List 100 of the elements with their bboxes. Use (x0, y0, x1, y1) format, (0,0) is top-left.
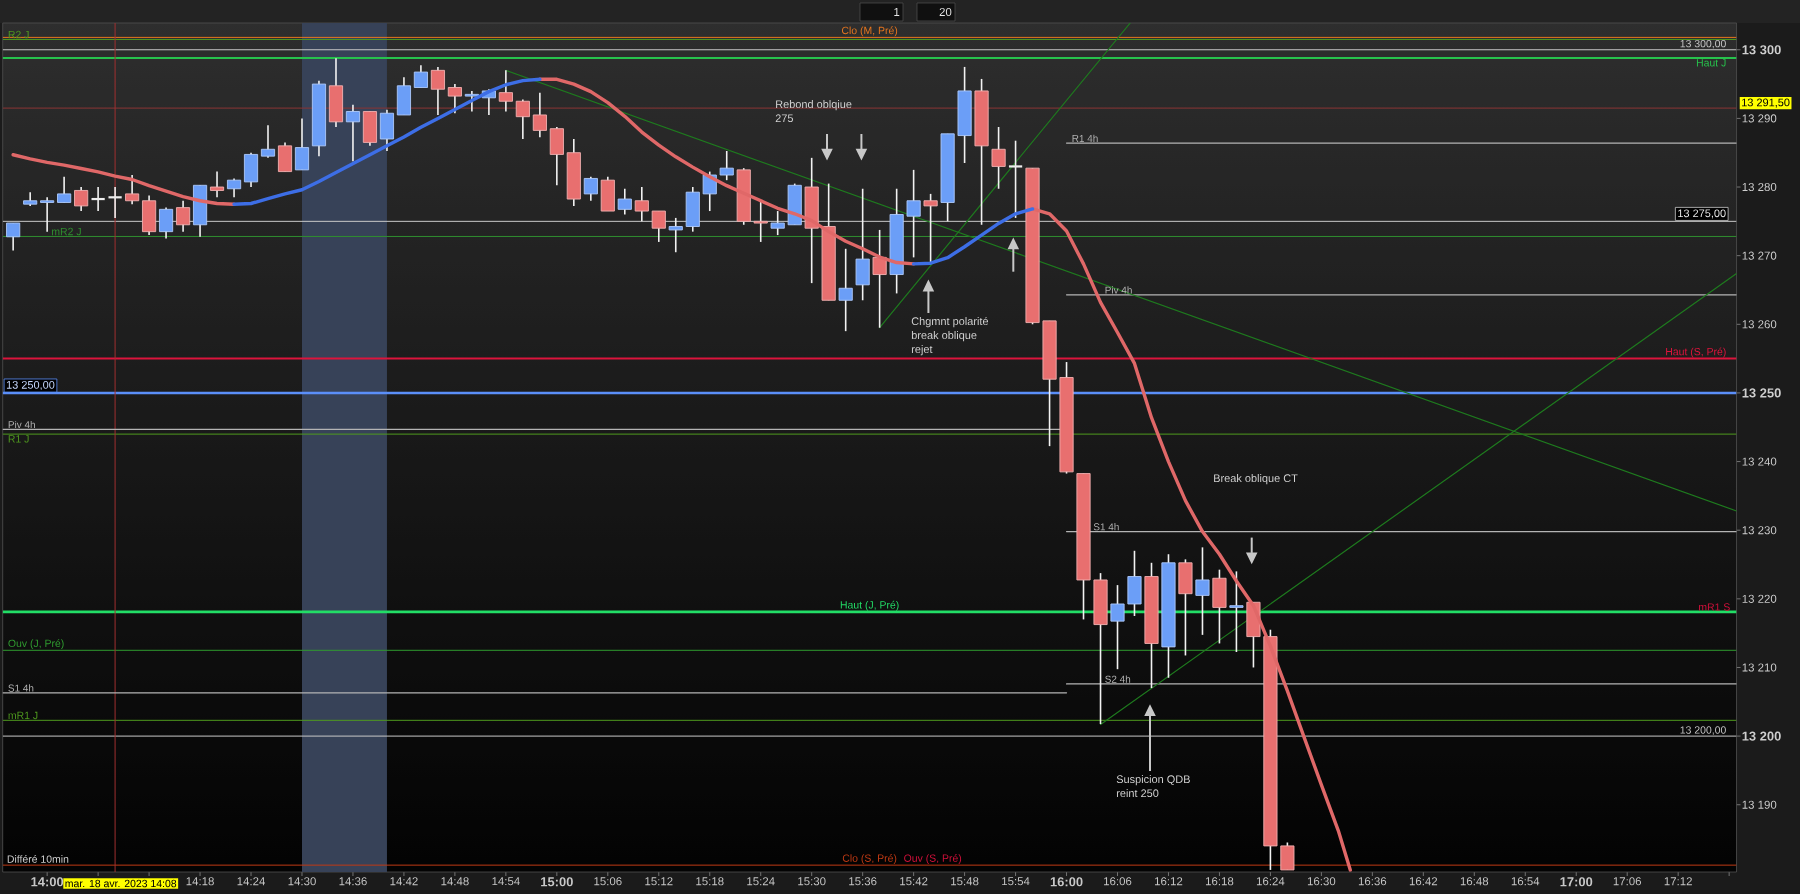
y-tick-label: 13 230 (1742, 526, 1777, 535)
annotation: reint 250 (1116, 789, 1159, 798)
annotation: mR1 S (1699, 603, 1730, 611)
y-tick-label: 13 190 (1742, 800, 1777, 809)
x-tick-label: 15:00 (541, 877, 573, 887)
annotation: Break oblique CT (1214, 474, 1298, 485)
x-tick-label: 17:00 (1560, 877, 1593, 887)
candlestick (872, 229, 887, 329)
series-label: R1 4h (1072, 134, 1098, 142)
candlestick (498, 69, 513, 113)
y-tick-label: 13 290 (1742, 114, 1777, 123)
x-tick-label: 16:54 (1511, 877, 1540, 886)
ref-line-label: mar. 18 avr. 2023 14:08 (65, 879, 177, 888)
candlestick (1110, 584, 1125, 670)
x-tick-label: 15:06 (594, 877, 622, 886)
candlestick (1229, 570, 1244, 653)
ref-line-label: 13 291,50 (1742, 98, 1790, 108)
x-tick-label: 16:18 (1205, 877, 1234, 886)
candlestick (226, 177, 242, 199)
candlestick (260, 124, 276, 159)
ref-line-label: Haut (S, Pré) (1666, 347, 1726, 358)
text: 20 (939, 7, 952, 17)
ref-line-label: R1 J (8, 435, 29, 443)
annotation: Différé 10min (7, 854, 69, 863)
ref-line-label: Clo (S, Pré) (842, 854, 897, 864)
candlestick (345, 103, 361, 163)
annotation: Ouv (S, Pré) (904, 854, 962, 864)
ref-line-label: 13 250,00 (6, 380, 55, 391)
x-tick-label: 16:48 (1460, 877, 1489, 886)
candlestick (770, 210, 785, 236)
x-tick-label: 15:48 (951, 877, 979, 886)
candlestick (90, 186, 106, 212)
text: 1 (894, 8, 900, 16)
candlestick (651, 210, 666, 243)
ref-line-label: 13 275,00 (1678, 209, 1726, 219)
candlestick (906, 169, 921, 259)
candlestick (668, 217, 683, 254)
annotation: Suspicion QDB (1116, 775, 1190, 786)
candlestick (430, 66, 445, 116)
x-tick-label: 16:42 (1409, 877, 1438, 886)
y-tick-label: 13 200 (1742, 731, 1781, 741)
candlestick (176, 199, 191, 233)
y-tick-label: 13 210 (1742, 663, 1777, 672)
x-tick-label: 14:54 (492, 877, 520, 886)
ref-line-label: mR2 J (52, 227, 81, 236)
series-label: S1 4h (1093, 523, 1119, 531)
candlestick (719, 150, 734, 181)
candlestick (634, 186, 649, 223)
x-tick-label: 14:00 (31, 877, 64, 887)
candlestick (838, 248, 853, 332)
x-tick-label: 15:24 (747, 877, 775, 886)
candlestick (125, 174, 140, 205)
ref-line-label: mR1 J (8, 711, 38, 720)
ref-line-label: Ouv (J, Pré) (8, 639, 64, 650)
y-tick-label: 13 300 (1742, 45, 1781, 55)
candlestick (107, 186, 123, 219)
y-tick-label: 13 220 (1742, 594, 1777, 603)
x-tick-label: 16:00 (1050, 877, 1083, 887)
x-tick-label: 15:18 (696, 877, 724, 886)
candlestick (209, 170, 225, 199)
annotation: 275 (775, 114, 794, 123)
candlestick (583, 175, 598, 202)
y-tick-label: 13 250 (1742, 388, 1781, 398)
candlestick (617, 187, 632, 216)
x-tick-label: 15:36 (849, 877, 877, 886)
x-tick-label: 17:06 (1613, 877, 1642, 886)
annotation: Rebond oblqiue (776, 100, 852, 111)
candlestick (57, 175, 72, 204)
series-label: S2 4h (1105, 675, 1131, 683)
ref-line-label: Clo (M, Pré) (841, 26, 898, 37)
candlestick (532, 91, 547, 139)
ref-line-label: 13 200,00 (1680, 726, 1726, 735)
ref-line-label: Haut (J, Pré) (840, 600, 899, 611)
candlestick (413, 64, 428, 89)
x-tick-label: 15:42 (900, 877, 928, 886)
x-tick-label: 16:24 (1256, 877, 1285, 886)
y-tick-label: 13 240 (1742, 457, 1777, 466)
series-label: Piv 4h (8, 420, 35, 429)
x-tick-label: 16:30 (1307, 877, 1336, 886)
annotation: rejet (911, 345, 933, 356)
candlestick (158, 206, 174, 240)
candlestick (464, 90, 479, 113)
x-tick-label: 14:30 (288, 877, 316, 886)
x-tick-label: 14:36 (339, 877, 367, 886)
x-tick-label: 17:12 (1664, 877, 1692, 886)
x-tick-label: 16:06 (1104, 877, 1132, 886)
candlestick (1007, 139, 1024, 219)
x-tick-label: 15:30 (798, 877, 826, 886)
candlestick (515, 98, 530, 140)
candlestick (6, 222, 21, 252)
y-tick-label: 13 270 (1742, 251, 1777, 260)
ref-line-label: Haut J (1696, 59, 1726, 67)
x-tick-label: 16:12 (1155, 877, 1183, 886)
x-tick-label: 14:24 (237, 877, 266, 886)
x-tick-label: 15:12 (645, 877, 673, 886)
x-tick-label: 14:42 (390, 877, 418, 886)
y-tick-label: 13 260 (1742, 320, 1777, 329)
ref-line-label: R2 J (8, 30, 29, 39)
series-label: S1 4h (8, 684, 34, 692)
ref-line-label: 13 300,00 (1680, 39, 1726, 49)
